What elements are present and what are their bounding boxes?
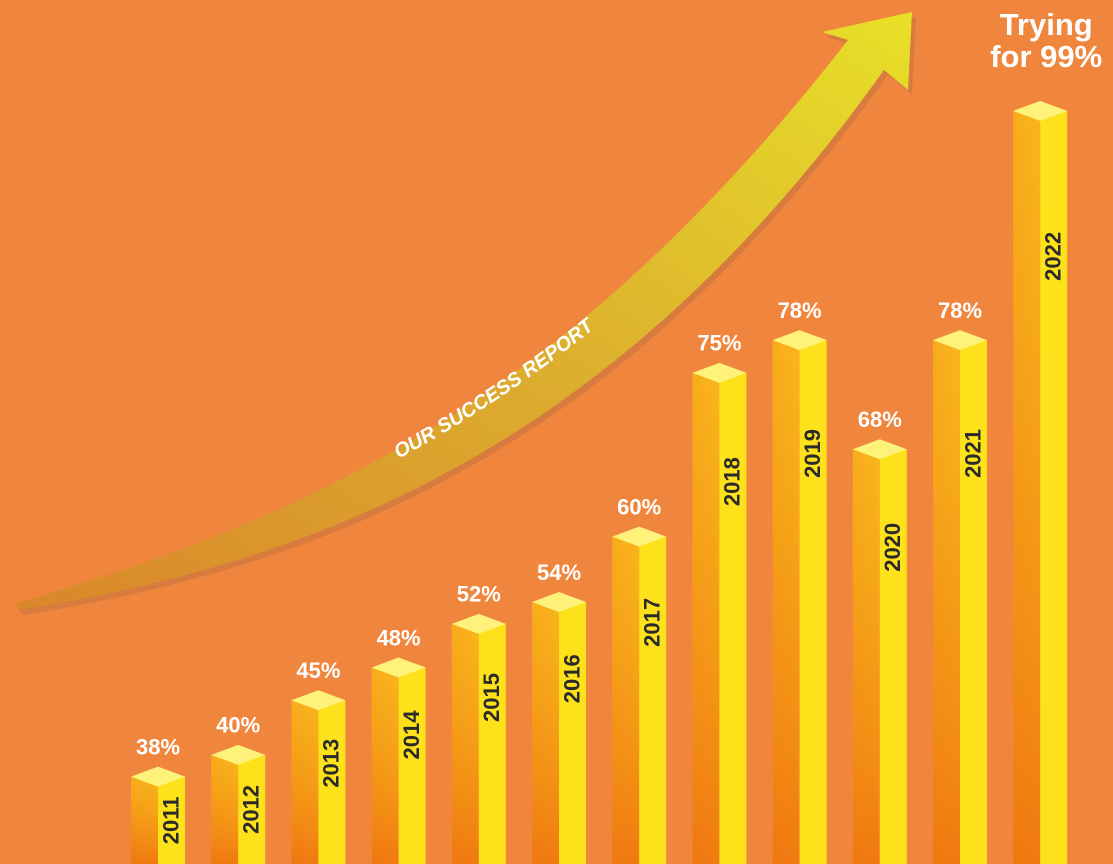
bar-top bbox=[291, 690, 346, 711]
bar-left-shade bbox=[772, 340, 800, 864]
bar-right-face bbox=[559, 602, 586, 864]
value-label: 38% bbox=[136, 734, 180, 759]
bar-left-shade bbox=[852, 449, 880, 864]
value-label: for 99% bbox=[990, 39, 1102, 74]
bar-year-label: 2013 bbox=[319, 739, 344, 788]
bar-right-face bbox=[879, 449, 907, 864]
bar-right-face bbox=[799, 340, 827, 864]
bar-year-label: 2018 bbox=[720, 457, 745, 506]
value-label: 40% bbox=[216, 713, 260, 738]
bar-left-shade bbox=[612, 536, 640, 864]
bar-left-shade bbox=[291, 700, 319, 864]
bar-right-face bbox=[960, 340, 987, 864]
bar-year-label: 2021 bbox=[960, 429, 985, 478]
bar-right-face bbox=[1040, 110, 1068, 864]
value-label: 45% bbox=[296, 658, 340, 683]
value-label: 75% bbox=[697, 331, 741, 356]
bar-top bbox=[692, 362, 747, 383]
bar-top bbox=[371, 657, 426, 678]
bar-year-label: 2022 bbox=[1041, 232, 1066, 281]
bar-year-label: 2019 bbox=[800, 429, 825, 478]
bar-right-face bbox=[478, 623, 506, 864]
value-label: 78% bbox=[938, 298, 982, 323]
bar-year-label: 2017 bbox=[640, 598, 665, 647]
bar-top bbox=[211, 744, 266, 765]
bar-top bbox=[852, 439, 907, 460]
bar-year-label: 2014 bbox=[399, 710, 424, 760]
bar-left-shade bbox=[211, 754, 239, 864]
bar-top bbox=[451, 613, 506, 634]
bar-year-label: 2011 bbox=[158, 796, 183, 844]
bar-left-shade bbox=[933, 340, 960, 864]
value-label: 52% bbox=[457, 582, 501, 607]
bar-right-face bbox=[398, 667, 426, 864]
bar-left-shade bbox=[692, 372, 720, 864]
bar-right-face bbox=[719, 372, 747, 864]
bar-right-face bbox=[639, 536, 667, 864]
value-label: 54% bbox=[537, 560, 581, 585]
value-label: 60% bbox=[617, 494, 661, 519]
bar-year-label: 2012 bbox=[239, 785, 264, 834]
bar-top bbox=[532, 592, 586, 613]
bar-left-shade bbox=[371, 667, 399, 864]
bar-left-shade bbox=[131, 776, 158, 864]
bar-right-face bbox=[158, 776, 185, 864]
bar-year-label: 2016 bbox=[559, 654, 584, 703]
value-label: 48% bbox=[377, 625, 421, 650]
value-label: Trying bbox=[1000, 7, 1093, 42]
bar-top bbox=[772, 330, 827, 351]
bar-top bbox=[131, 766, 185, 787]
value-label: 68% bbox=[858, 407, 902, 432]
bar-right-face bbox=[318, 700, 346, 864]
bar-left-shade bbox=[532, 602, 559, 864]
bar-top bbox=[1013, 100, 1068, 121]
bar-top bbox=[933, 330, 987, 351]
bar-left-shade bbox=[451, 623, 479, 864]
bar-right-face bbox=[238, 754, 266, 864]
bar-year-label: 2015 bbox=[479, 673, 504, 722]
bars: 2011 38% 2012 40% 2013 45% 2014 48% 2015 52% 2016 5… bbox=[131, 7, 1102, 864]
bar-year-label: 2020 bbox=[880, 523, 905, 572]
bar-left-shade bbox=[1013, 110, 1041, 864]
value-label: 78% bbox=[778, 298, 822, 323]
bar-top bbox=[612, 526, 667, 547]
